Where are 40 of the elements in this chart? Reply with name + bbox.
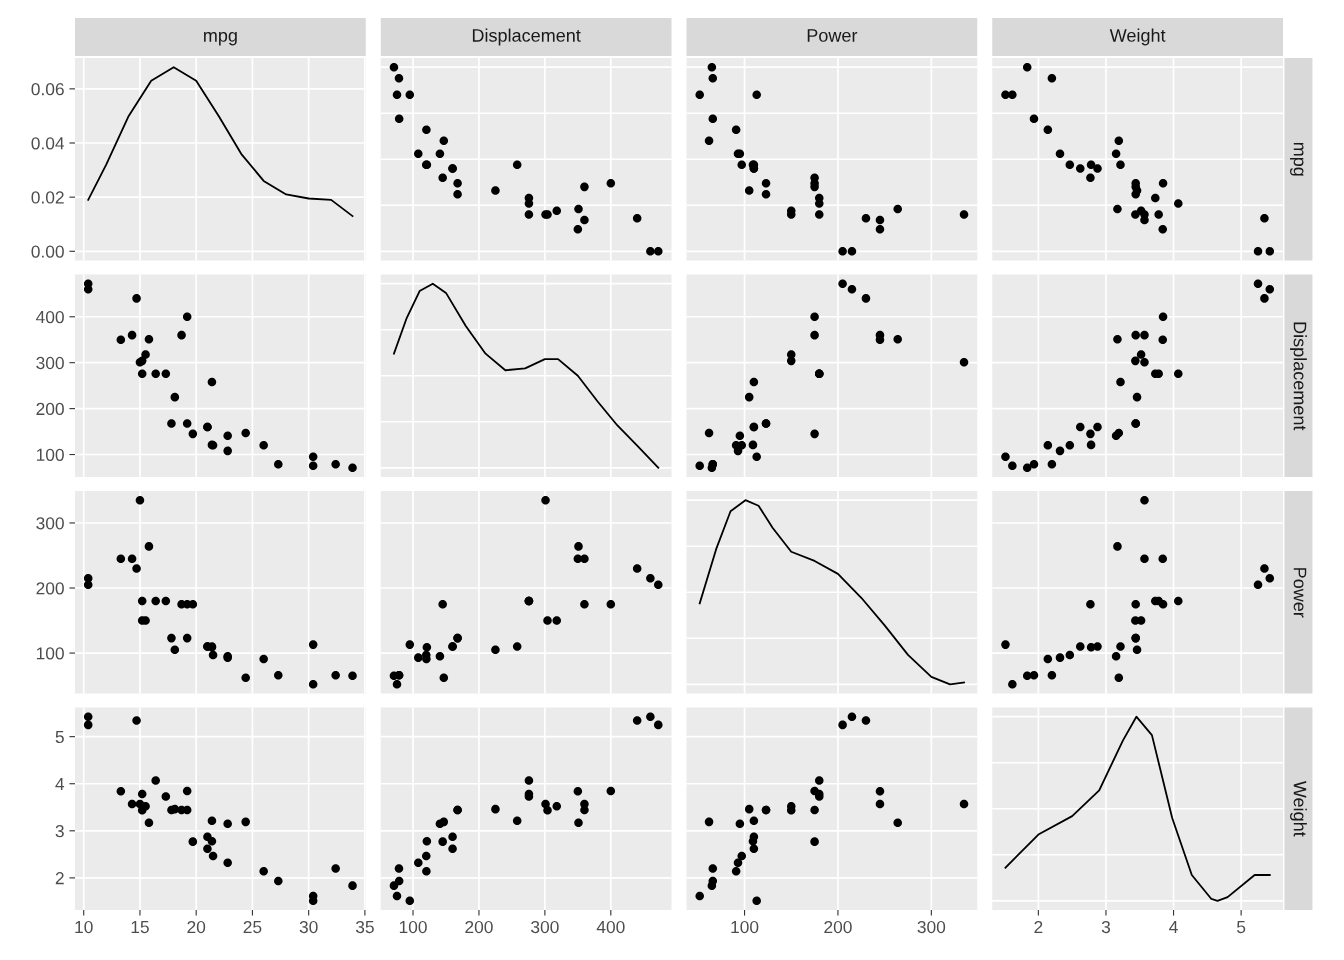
x-tick-label: 3 (1101, 920, 1111, 934)
y-tick-label: 5 (55, 731, 64, 744)
x-tick-label: 100 (399, 920, 427, 934)
x-tick-label: 10 (75, 920, 93, 934)
y2-axis-title: Power (1293, 568, 1307, 618)
x-tick-label: 200 (465, 920, 493, 934)
y-tick-label: 0.02 (31, 191, 64, 204)
y-tick-label: 0.04 (31, 137, 65, 150)
y2-axis-title: Weight (1290, 780, 1307, 837)
y-tick-label: 200 (36, 582, 64, 595)
y-tick-label: 4 (55, 778, 65, 791)
x-tick-label: 2 (1034, 920, 1043, 933)
y-tick-label: 200 (36, 402, 64, 416)
x-tick-label: 35 (355, 920, 374, 934)
y-tick-label: 3 (55, 824, 64, 838)
x-tick-label: 15 (131, 921, 149, 934)
y-tick-label: 400 (36, 310, 64, 324)
x-tick-label: 200 (824, 920, 852, 934)
chart-title: Weight (1109, 28, 1166, 46)
x-tick-label: 5 (1237, 921, 1246, 934)
x-tick-label: 25 (243, 920, 262, 934)
x-tick-label: 300 (917, 920, 946, 934)
y-tick-label: 100 (36, 448, 64, 461)
y-tick-label: 0.06 (31, 83, 64, 96)
y-tick-label: 0.00 (31, 245, 64, 258)
y2-axis-title: mpg (1290, 142, 1304, 176)
y-tick-label: 2 (55, 872, 64, 885)
x-tick-label: 300 (531, 920, 559, 934)
y-tick-label: 300 (36, 517, 64, 530)
x-tick-label: 30 (299, 920, 318, 934)
y-tick-label: 100 (36, 647, 64, 660)
x-tick-label: 100 (731, 920, 759, 934)
chart-title: Power (807, 29, 858, 42)
x-tick-label: 4 (1169, 921, 1178, 933)
x-tick-label: 20 (187, 920, 206, 934)
chart-title: mpg (204, 31, 237, 46)
x-tick-label: 400 (596, 920, 625, 934)
chart-title: Displacement (472, 28, 581, 46)
y-tick-label: 300 (36, 356, 64, 370)
y2-axis-title: Displacement (1290, 322, 1307, 431)
